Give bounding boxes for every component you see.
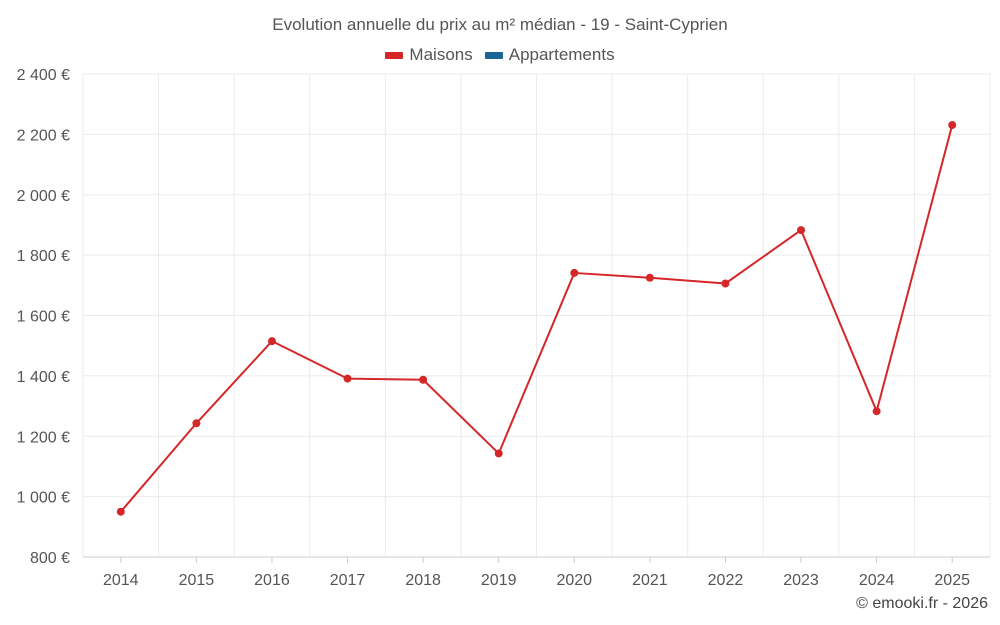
- y-tick-label: 800 €: [30, 550, 70, 567]
- x-tick-label: 2020: [556, 572, 592, 589]
- y-tick-label: 2 400 €: [17, 67, 70, 84]
- x-tick-label: 2017: [330, 572, 366, 589]
- legend-label-maisons: Maisons: [409, 45, 473, 64]
- x-tick-label: 2019: [481, 572, 517, 589]
- y-tick-label: 1 400 €: [17, 369, 70, 386]
- legend-item-maisons[interactable]: Maisons: [385, 45, 473, 65]
- legend-label-appartements: Appartements: [508, 45, 615, 64]
- x-tick-label: 2014: [103, 572, 139, 589]
- legend-swatch-maisons: [385, 51, 404, 59]
- x-tick-label: 2023: [783, 572, 819, 589]
- data-point-maisons-2025[interactable]: [948, 121, 957, 130]
- x-tick-label: 2022: [708, 572, 744, 589]
- data-point-maisons-2019[interactable]: [494, 449, 503, 458]
- x-tick-label: 2015: [179, 572, 215, 589]
- data-point-maisons-2020[interactable]: [570, 268, 579, 277]
- data-point-maisons-2017[interactable]: [343, 374, 352, 383]
- data-point-maisons-2023[interactable]: [797, 226, 806, 235]
- data-point-maisons-2018[interactable]: [419, 375, 428, 384]
- y-tick-label: 2 200 €: [17, 127, 70, 144]
- x-tick-label: 2024: [859, 572, 895, 589]
- y-tick-label: 1 200 €: [17, 429, 70, 446]
- legend-item-appartements[interactable]: Appartements: [484, 45, 615, 65]
- y-tick-label: 1 800 €: [17, 248, 70, 265]
- data-point-maisons-2021[interactable]: [645, 273, 654, 282]
- x-tick-label: 2021: [632, 572, 668, 589]
- x-tick-label: 2018: [405, 572, 441, 589]
- y-tick-label: 1 000 €: [17, 490, 70, 507]
- data-point-maisons-2022[interactable]: [721, 279, 730, 288]
- data-point-maisons-2016[interactable]: [267, 337, 276, 346]
- credit: © emooki.fr - 2026: [856, 595, 988, 612]
- data-point-maisons-2014[interactable]: [116, 507, 125, 516]
- legend-swatch-appartements: [484, 51, 503, 59]
- y-tick-label: 1 600 €: [17, 309, 70, 326]
- x-tick-label: 2016: [254, 572, 290, 589]
- chart-title: Evolution annuelle du prix au m² médian …: [272, 15, 728, 34]
- y-tick-label: 2 000 €: [17, 188, 70, 205]
- series-line-maisons: [120, 124, 954, 513]
- x-tick-label: 2025: [934, 572, 970, 589]
- legend: Maisons Appartements: [0, 45, 1000, 65]
- data-point-maisons-2015[interactable]: [192, 419, 201, 428]
- data-point-maisons-2024[interactable]: [872, 407, 881, 416]
